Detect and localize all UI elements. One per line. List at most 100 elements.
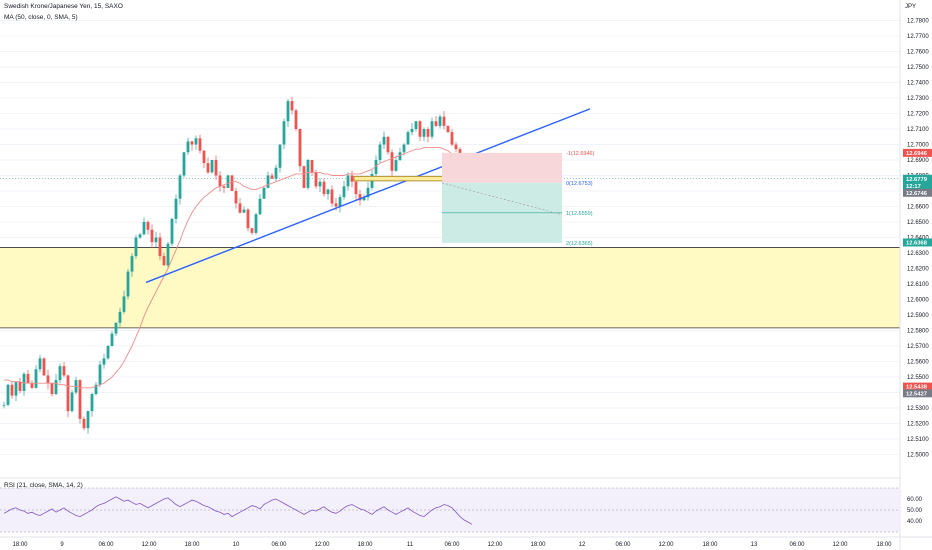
- target2-level-label: 2(12.6365): [566, 241, 593, 247]
- candle-body: [310, 160, 314, 173]
- rsi-indicator-label[interactable]: RSI (21, close, SMA, 14, 2): [4, 482, 83, 489]
- time-tick-label: 18:00: [12, 542, 28, 548]
- candle-body: [266, 175, 270, 188]
- candle-body: [90, 394, 94, 412]
- candle-body: [430, 121, 434, 137]
- price-tick-label: 12.7700: [907, 34, 929, 40]
- candle-body: [362, 197, 366, 201]
- candle-body: [26, 373, 30, 384]
- time-tick-label: 18:00: [702, 542, 718, 548]
- price-tick-label: 12.6200: [907, 267, 929, 273]
- candle-body: [338, 197, 342, 207]
- price-tick-label: 12.6000: [907, 298, 929, 304]
- candle-body: [274, 167, 278, 179]
- ma-indicator-label[interactable]: MA (50, close, 0, SMA, 5): [4, 14, 78, 21]
- candle-body: [422, 129, 426, 137]
- candle-body: [394, 160, 398, 171]
- rsi-pane: 60.00 50.00 40.00: [0, 477, 923, 533]
- currency-label: JPY: [904, 4, 916, 10]
- candle-body: [70, 392, 74, 412]
- symbol-title[interactable]: Swedish Krone/Japanese Yen, 15, SAXO: [4, 3, 123, 10]
- price-badge-label: 12.6946: [906, 151, 928, 157]
- price-badge: [903, 188, 932, 197]
- price-tick-label: 12.6500: [907, 220, 929, 226]
- candle-body: [62, 366, 66, 376]
- candle-body: [178, 175, 182, 199]
- projection-line: [441, 182, 563, 216]
- candle-body: [46, 375, 50, 384]
- price-tick-label: 12.6900: [907, 158, 929, 164]
- candle-body: [254, 214, 258, 233]
- price-badge-label: 12.5427: [906, 391, 927, 397]
- time-tick-label: 12: [579, 542, 586, 548]
- candle-body: [86, 411, 90, 429]
- time-tick-label: 11: [407, 542, 414, 548]
- candle-body: [298, 129, 302, 167]
- time-tick-label: 06:00: [444, 542, 460, 548]
- candle-body: [350, 175, 354, 182]
- time-tick-label: 12:00: [314, 542, 330, 548]
- price-badge: [903, 389, 932, 398]
- candle-body: [290, 101, 294, 111]
- candle-body: [182, 152, 186, 176]
- candles-layer: [2, 96, 474, 434]
- time-tick-label: 12:00: [141, 542, 157, 548]
- candle-body: [246, 209, 250, 229]
- rsi-tick-label: 60.00: [907, 497, 923, 503]
- stop-loss-zone[interactable]: [442, 152, 562, 183]
- candle-body: [66, 375, 70, 412]
- overlays-layer[interactable]: -1(12.6946) 0(12.6753) 1(12.6559) 2(12.6365…: [145, 108, 595, 284]
- price-badge: [903, 238, 932, 247]
- time-tick-label: 12:00: [832, 542, 848, 548]
- trendline[interactable]: [145, 108, 591, 284]
- candle-body: [58, 366, 62, 381]
- candle-body: [154, 237, 158, 243]
- candle-body: [334, 203, 338, 207]
- rsi-tick-label: 40.00: [907, 519, 923, 525]
- time-axis[interactable]: 18:00 9 06:00 12:00 18:00 10 06:00 12:00 18:00 11…: [0, 536, 932, 548]
- candle-body: [126, 271, 130, 297]
- price-tick-label: 12.5800: [907, 329, 929, 335]
- price-tick-label: 12.5500: [907, 375, 929, 381]
- time-tick-label: 06:00: [615, 542, 631, 548]
- candle-body: [118, 311, 122, 323]
- candle-body: [386, 136, 390, 153]
- candle-body: [222, 186, 226, 188]
- candle-body: [54, 380, 58, 395]
- price-tick-label: 12.5000: [907, 453, 929, 459]
- support-zone: [0, 247, 900, 328]
- ma-line: [4, 147, 473, 389]
- candle-body: [414, 121, 418, 129]
- candle-body: [174, 198, 178, 219]
- time-tick-label: 06:00: [98, 542, 114, 548]
- candle-body: [378, 144, 382, 160]
- candle-body: [158, 237, 162, 257]
- price-badge-label: 12.6368: [906, 240, 928, 246]
- time-tick-label: 18:00: [530, 542, 546, 548]
- candle-body: [450, 132, 454, 145]
- candle-body: [142, 222, 146, 235]
- candle-body: [382, 136, 386, 145]
- candle-body: [354, 181, 358, 195]
- price-tick-label: 12.5100: [907, 437, 929, 443]
- candle-body: [14, 381, 18, 396]
- candle-body: [18, 381, 22, 391]
- price-tick-label: 12.6300: [907, 251, 929, 257]
- candle-body: [270, 175, 274, 179]
- candle-body: [294, 110, 298, 129]
- candle-body: [42, 358, 46, 376]
- candle-body: [110, 333, 114, 346]
- price-tick-label: 12.7300: [907, 96, 929, 102]
- time-tick-label: 13: [751, 542, 758, 548]
- price-axis[interactable]: 12.7800 12.7700 12.7600 12.7500 12.7400 12.73…: [899, 0, 932, 550]
- stop-level-label: -1(12.6946): [566, 151, 595, 157]
- candle-body: [402, 144, 406, 153]
- candle-body: [314, 172, 318, 187]
- zones-layer: [0, 178, 900, 329]
- candle-body: [234, 191, 238, 204]
- candle-body: [426, 129, 430, 137]
- time-tick-label: 9: [60, 542, 64, 548]
- price-tick-label: 12.5700: [907, 344, 929, 350]
- price-badge: [903, 148, 932, 157]
